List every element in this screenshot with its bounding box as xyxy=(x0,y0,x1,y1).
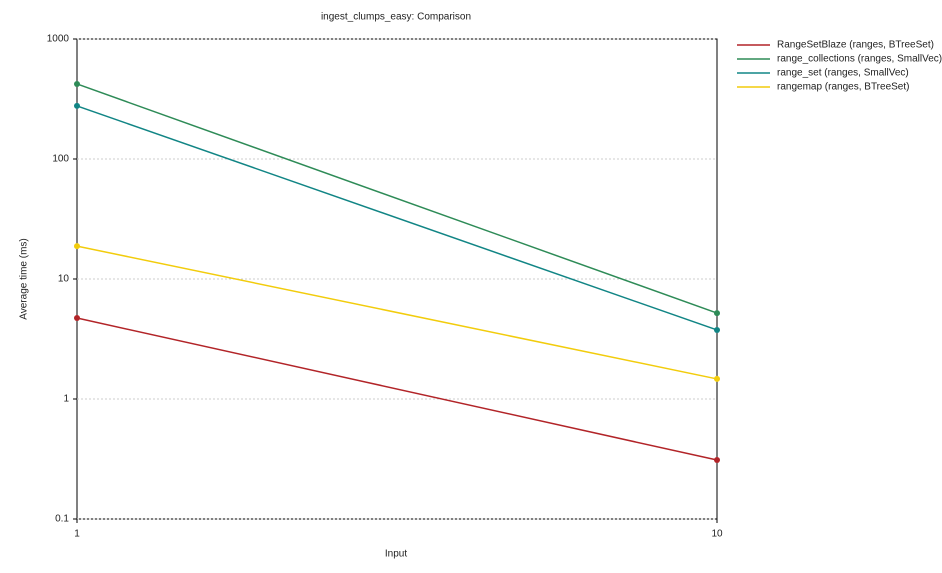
point xyxy=(714,326,720,333)
series-line xyxy=(76,245,718,380)
legend-label: range_set (ranges, SmallVec) xyxy=(777,68,909,79)
y-tick-label: 100 xyxy=(52,154,69,165)
point xyxy=(714,310,720,317)
legend-label: range_collections (ranges, SmallVec) xyxy=(777,54,942,65)
x-axis-label: Input xyxy=(385,549,407,560)
y-tick-label: 1 xyxy=(63,394,69,405)
point xyxy=(714,457,720,464)
legend-label: RangeSetBlaze (ranges, BTreeSet) xyxy=(777,40,934,51)
series-line xyxy=(76,105,718,331)
point xyxy=(74,315,80,322)
y-tick-label: 0.1 xyxy=(55,514,69,525)
y-tick-label: 10 xyxy=(58,274,70,285)
point xyxy=(714,375,720,382)
point xyxy=(74,80,80,87)
point xyxy=(74,243,80,250)
series-line xyxy=(76,83,718,314)
chart-title: ingest_clumps_easy: Comparison xyxy=(321,12,471,23)
x-tick-label: 10 xyxy=(711,529,723,540)
x-tick-label: 1 xyxy=(74,529,80,540)
y-tick-label: 1000 xyxy=(47,34,70,45)
series-line xyxy=(76,317,718,461)
point xyxy=(74,102,80,109)
y-axis-label: Average time (ms) xyxy=(19,238,30,320)
legend-label: rangemap (ranges, BTreeSet) xyxy=(777,82,909,93)
